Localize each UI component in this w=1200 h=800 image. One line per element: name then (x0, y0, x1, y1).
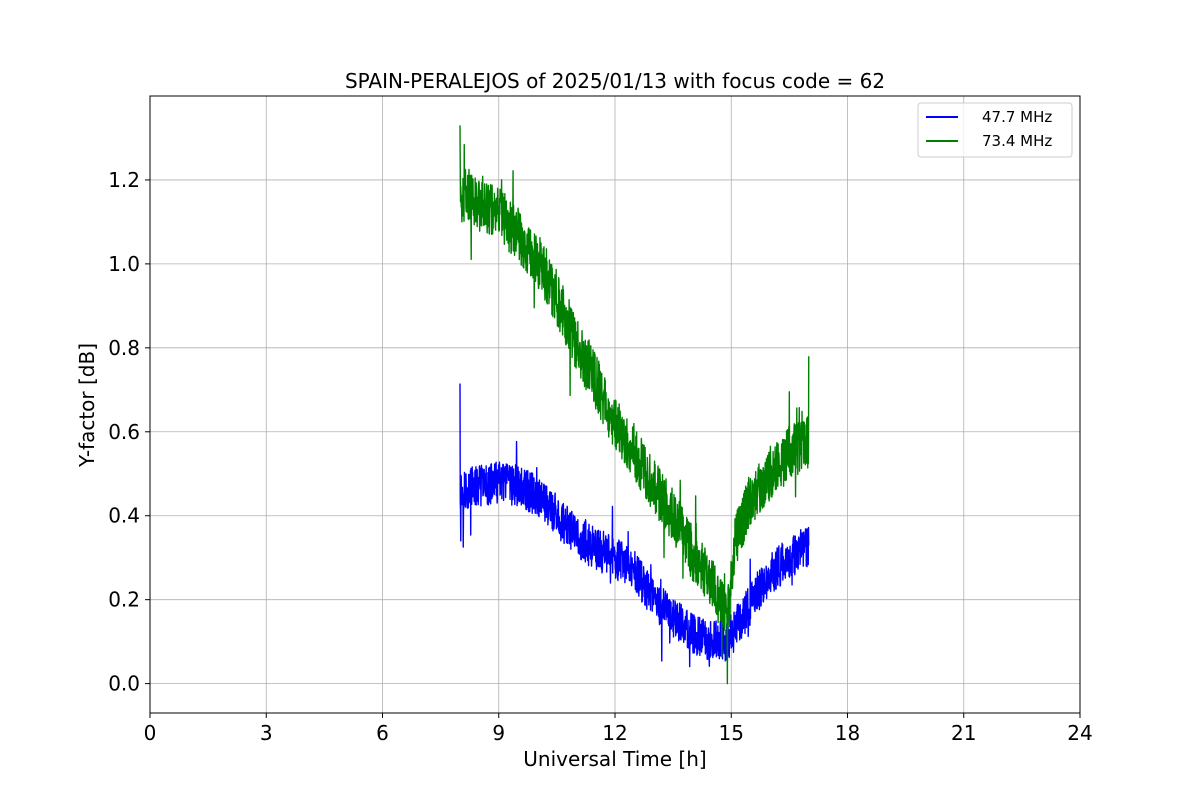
series-layer (459, 125, 810, 685)
x-tick-label: 24 (1067, 721, 1092, 745)
y-tick-label: 0.0 (108, 672, 140, 696)
x-tick-label: 12 (602, 721, 627, 745)
y-tick-label: 1.2 (108, 168, 140, 192)
x-axis-label: Universal Time [h] (523, 747, 706, 771)
legend: 47.7 MHz 73.4 MHz (917, 102, 1073, 158)
series-line-73-4-mhz (459, 125, 810, 685)
x-tick-label: 21 (951, 721, 976, 745)
x-tick-label: 15 (719, 721, 744, 745)
series-line-47-7-mhz (459, 383, 810, 668)
legend-label-47-7-mhz: 47.7 MHz (982, 108, 1052, 126)
x-tick-label: 3 (260, 721, 273, 745)
y-axis-ticks: 0.0 0.2 0.4 0.6 0.8 1.0 1.2 (108, 168, 150, 696)
x-tick-label: 6 (376, 721, 389, 745)
x-tick-label: 18 (835, 721, 860, 745)
legend-label-73-4-mhz: 73.4 MHz (982, 132, 1052, 150)
y-axis-label: Y-factor [dB] (75, 343, 99, 468)
y-tick-label: 1.0 (108, 252, 140, 276)
y-tick-label: 0.8 (108, 336, 140, 360)
x-tick-label: 0 (144, 721, 157, 745)
y-tick-label: 0.4 (108, 504, 140, 528)
chart-title: SPAIN-PERALEJOS of 2025/01/13 with focus… (345, 69, 885, 93)
x-tick-label: 9 (492, 721, 505, 745)
x-axis-ticks: 0 3 6 9 12 15 18 21 24 (144, 713, 1093, 745)
y-tick-label: 0.2 (108, 588, 140, 612)
y-tick-label: 0.6 (108, 420, 140, 444)
